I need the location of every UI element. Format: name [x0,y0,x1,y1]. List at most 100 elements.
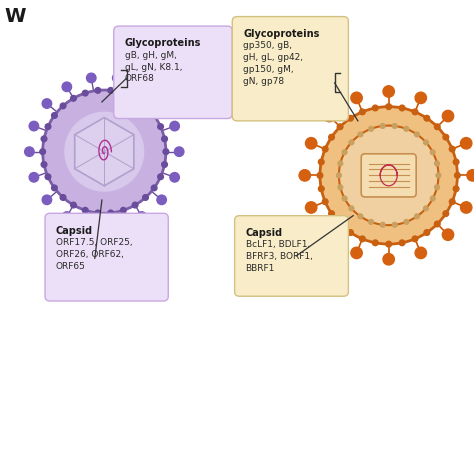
Circle shape [41,162,47,167]
Circle shape [380,222,385,227]
Circle shape [305,202,317,213]
Circle shape [87,221,96,230]
Circle shape [328,211,334,217]
Circle shape [430,150,435,155]
Text: gp350, gB,
gH, gL, gp42,
gp150, gM,
gN, gp78: gp350, gB, gH, gL, gp42, gp150, gM, gN, … [243,41,303,86]
Circle shape [443,134,449,140]
Circle shape [41,136,47,142]
Text: ORF17.5, ORF25,
ORF26, ORF62,
ORF65: ORF17.5, ORF25, ORF26, ORF62, ORF65 [56,238,133,271]
Circle shape [170,173,179,182]
Circle shape [442,110,454,122]
FancyBboxPatch shape [114,26,232,118]
Circle shape [443,211,449,217]
Circle shape [349,140,354,145]
Circle shape [351,247,362,259]
Circle shape [349,206,354,211]
Circle shape [65,112,144,191]
Circle shape [174,147,184,156]
Circle shape [328,134,334,140]
Circle shape [442,229,454,240]
Circle shape [45,174,51,180]
Circle shape [299,170,310,181]
Circle shape [163,149,169,155]
Circle shape [467,170,474,181]
Circle shape [380,124,385,128]
Circle shape [324,229,335,240]
Circle shape [317,173,323,178]
Circle shape [404,219,409,224]
Circle shape [322,199,328,204]
Circle shape [412,236,418,242]
Circle shape [449,146,455,152]
Circle shape [29,121,39,131]
Circle shape [95,88,100,93]
Circle shape [342,196,347,201]
Circle shape [42,99,52,108]
Circle shape [436,173,441,178]
Circle shape [360,236,365,242]
Circle shape [132,95,138,101]
Circle shape [347,230,353,236]
Text: Capsid: Capsid [56,226,93,236]
Circle shape [162,136,167,142]
Circle shape [305,137,317,149]
Circle shape [415,92,427,103]
Circle shape [435,185,439,190]
FancyBboxPatch shape [232,17,348,121]
Circle shape [424,230,430,236]
Circle shape [412,109,418,115]
Circle shape [415,247,427,259]
Circle shape [320,107,457,244]
Circle shape [52,185,57,191]
Circle shape [62,82,72,91]
Circle shape [151,113,157,118]
Circle shape [404,127,409,131]
Circle shape [29,173,39,182]
Circle shape [60,195,66,201]
Circle shape [137,212,146,221]
Circle shape [112,221,122,230]
Circle shape [95,210,100,216]
Circle shape [424,206,428,211]
Circle shape [108,88,114,93]
Circle shape [424,115,430,121]
Circle shape [461,202,472,213]
Circle shape [108,210,114,216]
Circle shape [424,140,428,145]
Circle shape [337,124,343,129]
Circle shape [60,103,66,109]
Circle shape [435,124,440,129]
Circle shape [25,147,34,156]
Circle shape [158,174,164,180]
Circle shape [158,124,164,129]
Circle shape [337,173,341,178]
Circle shape [337,221,343,227]
Circle shape [338,185,343,190]
Circle shape [157,99,166,108]
Circle shape [170,121,179,131]
Circle shape [415,214,419,219]
Circle shape [43,90,166,213]
Circle shape [324,110,335,122]
FancyBboxPatch shape [45,213,168,301]
Circle shape [338,161,343,166]
Text: gB, gH, gM,
gL, gN, K8.1,
ORF68: gB, gH, gM, gL, gN, K8.1, ORF68 [125,51,182,83]
Circle shape [319,186,324,191]
Circle shape [455,173,460,178]
Circle shape [369,127,374,131]
Circle shape [71,202,76,208]
Circle shape [351,92,362,103]
Circle shape [383,254,394,265]
Circle shape [52,113,57,118]
Circle shape [82,208,88,213]
Circle shape [112,73,122,82]
Circle shape [360,109,365,115]
Circle shape [358,132,363,137]
Circle shape [120,90,126,96]
Circle shape [143,195,148,201]
Circle shape [45,124,51,129]
Circle shape [319,159,324,165]
Circle shape [132,202,138,208]
FancyBboxPatch shape [361,154,416,197]
Text: Capsid: Capsid [246,228,283,238]
